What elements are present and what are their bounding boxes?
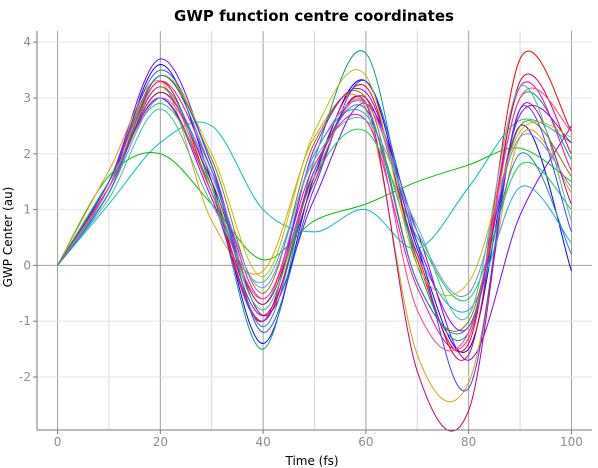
x-tick-label: 20 — [153, 435, 168, 449]
y-axis-label: GWP Center (au) — [1, 187, 15, 288]
series-layer — [57, 50, 572, 432]
y-tick-label: 0 — [23, 258, 31, 272]
series-line-19 — [57, 86, 572, 352]
series-line-1 — [57, 58, 572, 361]
ticks-layer: 0 20 40 60 80 100 -2 -1 0 1 2 3 4 — [19, 35, 583, 449]
x-axis-label: Time (fs) — [284, 454, 338, 468]
chart-title: GWP function centre coordinates — [174, 7, 454, 25]
x-tick-label: 100 — [560, 435, 583, 449]
x-tick-label: 60 — [358, 435, 373, 449]
y-tick-label: 3 — [23, 91, 31, 105]
x-tick-label: 0 — [54, 435, 62, 449]
series-line-20 — [57, 75, 572, 335]
y-tick-label: -1 — [19, 314, 31, 328]
y-tick-label: 4 — [23, 35, 31, 49]
y-tick-label: 1 — [23, 203, 31, 217]
x-tick-label: 80 — [461, 435, 476, 449]
series-line-16 — [57, 97, 572, 297]
series-line-14 — [57, 73, 572, 361]
x-tick-label: 40 — [255, 435, 270, 449]
grid-layer — [37, 31, 592, 430]
y-tick-label: 2 — [23, 147, 31, 161]
y-tick-label: -2 — [19, 370, 31, 384]
series-line-4 — [57, 118, 572, 266]
